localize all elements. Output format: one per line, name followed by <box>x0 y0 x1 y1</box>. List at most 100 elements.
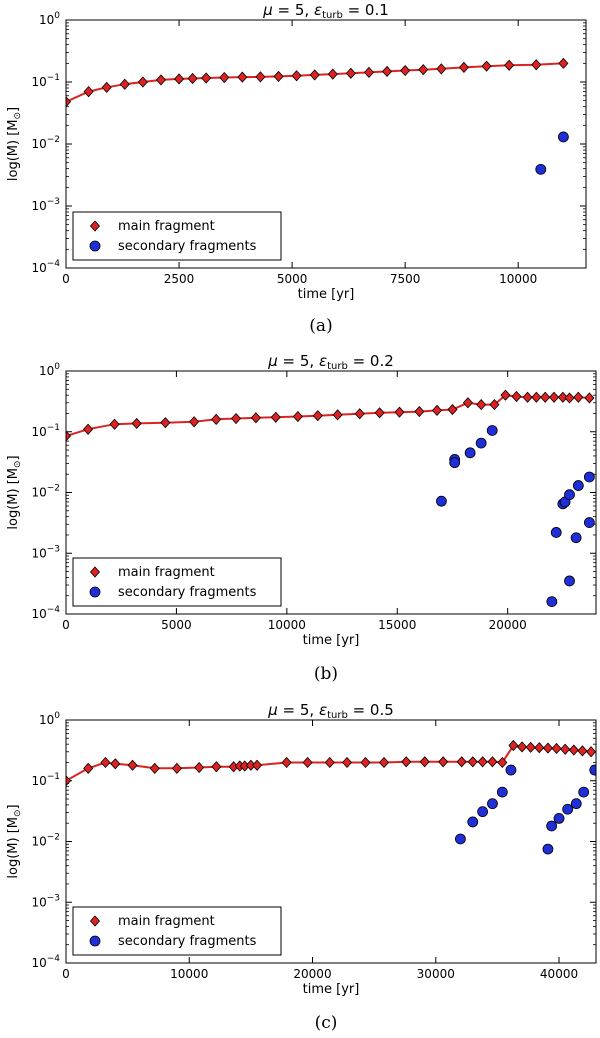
x-tick-label: 10000 <box>268 618 306 632</box>
secondary-fragment-point <box>486 425 498 436</box>
main-fragment-point <box>309 69 320 81</box>
main-fragment-point <box>292 410 303 423</box>
main-fragment-point <box>341 756 353 769</box>
y-tick-label: 10−4 <box>31 605 60 621</box>
y-tick-label: 10−3 <box>31 893 60 909</box>
plot-frame <box>65 719 597 964</box>
main-fragment-point <box>119 78 130 90</box>
main-fragment-point <box>531 59 542 71</box>
secondary-fragment-point <box>477 806 489 818</box>
secondary-fragment-point <box>550 527 562 538</box>
main-fragment-point <box>382 65 393 78</box>
main-fragment-point <box>354 408 365 420</box>
main-fragment-point <box>363 66 374 78</box>
y-tick-label: 10−2 <box>31 484 60 500</box>
main-fragment-point <box>250 412 261 424</box>
secondary-fragment-point <box>570 532 582 544</box>
secondary-fragment-point <box>570 798 582 810</box>
legend-label-main: main fragment <box>118 565 215 580</box>
main-fragment-point <box>211 761 222 773</box>
main-fragment-point <box>374 407 385 419</box>
chart-title: μ = 5, εturb = 0.2 <box>267 352 394 372</box>
main-fragment-point <box>531 391 542 403</box>
y-tick-label: 10−4 <box>31 954 60 970</box>
y-tick-label: 100 <box>39 362 60 378</box>
main-fragment-point <box>549 391 560 403</box>
chart-title: μ = 5, εturb = 0.5 <box>267 701 394 721</box>
x-tick-label: 0 <box>62 967 70 981</box>
main-fragment-point <box>83 86 94 98</box>
y-tick-label: 10−1 <box>31 73 60 89</box>
main-fragment-point <box>131 417 142 430</box>
x-tick-label: 15000 <box>378 618 416 632</box>
main-fragment-point <box>462 397 473 409</box>
main-fragment-point <box>517 741 528 753</box>
main-fragment-point <box>219 71 230 84</box>
plot-area <box>66 57 569 175</box>
main-fragment-point <box>467 756 478 768</box>
main-fragment-point <box>564 392 575 404</box>
main-fragment-point <box>487 756 498 768</box>
main-fragment-point <box>100 756 111 769</box>
main-fragment-point <box>101 81 112 93</box>
secondary-fragment-point <box>562 803 574 815</box>
main-fragment-point <box>431 404 443 416</box>
main-fragment-point <box>489 398 500 411</box>
main-fragment-point <box>481 60 492 72</box>
secondary-fragment-point <box>557 131 569 143</box>
main-fragment-point <box>551 742 562 755</box>
secondary-fragment-point <box>564 575 575 587</box>
y-axis-label: log(M) [M⊙] <box>6 107 23 181</box>
legend-circle-icon <box>89 240 101 252</box>
main-fragment-point <box>127 759 138 771</box>
legend-box <box>72 906 282 956</box>
main-fragment-point <box>83 423 94 435</box>
main-fragment-point <box>540 391 551 403</box>
y-tick-label: 10−3 <box>31 544 60 560</box>
main-fragment-point <box>534 742 545 754</box>
legend-box <box>72 557 282 607</box>
main-fragment-point <box>66 430 72 442</box>
y-tick-label: 10−4 <box>31 259 60 275</box>
main-fragment-point <box>560 743 571 755</box>
main-fragment-point <box>312 410 323 422</box>
main-fragment-point <box>436 63 447 75</box>
secondary-fragment-point <box>467 816 479 828</box>
y-tick-label: 10−2 <box>31 833 60 849</box>
plot-area <box>66 389 595 607</box>
x-tick-label: 20000 <box>293 967 331 981</box>
main-fragment-point <box>273 70 284 83</box>
main-fragment-point <box>584 392 595 404</box>
main-fragment-point <box>149 762 160 774</box>
main-fragment-point <box>568 744 579 756</box>
secondary-fragment-point <box>546 596 558 607</box>
legend-diamond-icon <box>89 566 101 578</box>
main-fragment-point <box>400 64 411 77</box>
x-axis-label: time [yr] <box>303 982 360 997</box>
panel-caption: (b) <box>314 664 338 684</box>
chart-panel-3: μ = 5, εturb = 0.5 10−4 10−3 10−2 10−1 100 0 10… <box>6 701 597 1033</box>
main-fragment-point <box>525 741 536 753</box>
secondary-fragment-point <box>505 764 517 776</box>
main-fragment-point <box>497 756 508 769</box>
secondary-fragment-point <box>496 786 508 798</box>
plot-frame <box>65 370 597 615</box>
x-tick-label: 5000 <box>277 272 308 286</box>
secondary-fragment-point <box>455 833 466 845</box>
main-fragment-point <box>577 745 588 757</box>
secondary-fragment-point <box>464 447 476 459</box>
main-fragment-point <box>438 756 449 768</box>
main-fragment-point <box>174 73 185 85</box>
x-axis-label: time [yr] <box>298 287 355 302</box>
x-tick-label: 30000 <box>417 967 455 981</box>
main-fragment-point <box>558 57 569 69</box>
main-fragment-point <box>189 416 200 428</box>
y-tick-label: 10−1 <box>31 772 60 788</box>
chart-panel-2: μ = 5, εturb = 0.2 10−4 10−3 10−2 10−1 100 0 50… <box>6 352 597 684</box>
x-tick-label: 2500 <box>164 272 195 286</box>
secondary-fragment-point <box>436 495 447 507</box>
main-fragment-point <box>187 72 198 85</box>
main-fragment-point <box>66 775 72 787</box>
main-fragment-point <box>211 413 222 425</box>
